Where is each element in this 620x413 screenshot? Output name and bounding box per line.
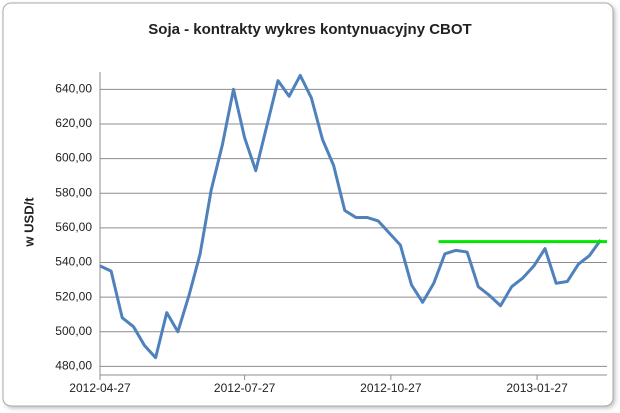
x-tick-label: 2012-10-27 [360, 381, 422, 395]
y-tick-label: 640,00 [55, 81, 92, 95]
y-tick-label: 600,00 [55, 151, 92, 165]
y-tick-label: 540,00 [55, 255, 92, 269]
y-tick-label: 620,00 [55, 116, 92, 130]
y-tick-label: 520,00 [55, 289, 92, 303]
y-axis-label: w USD/t [21, 197, 36, 248]
data-line [99, 73, 602, 360]
y-tick-label: 560,00 [55, 220, 92, 234]
x-tick-label: 2013-01-27 [506, 381, 568, 395]
x-tick-label: 2012-07-27 [214, 381, 276, 395]
y-tick-label: 480,00 [55, 359, 92, 373]
y-tick-label: 500,00 [55, 324, 92, 338]
x-tick-label: 2012-04-27 [69, 381, 131, 395]
chart-frame [2, 2, 614, 407]
y-tick-label: 580,00 [55, 185, 92, 199]
chart-title: Soja - kontrakty wykres kontynuacyjny CB… [148, 21, 471, 38]
